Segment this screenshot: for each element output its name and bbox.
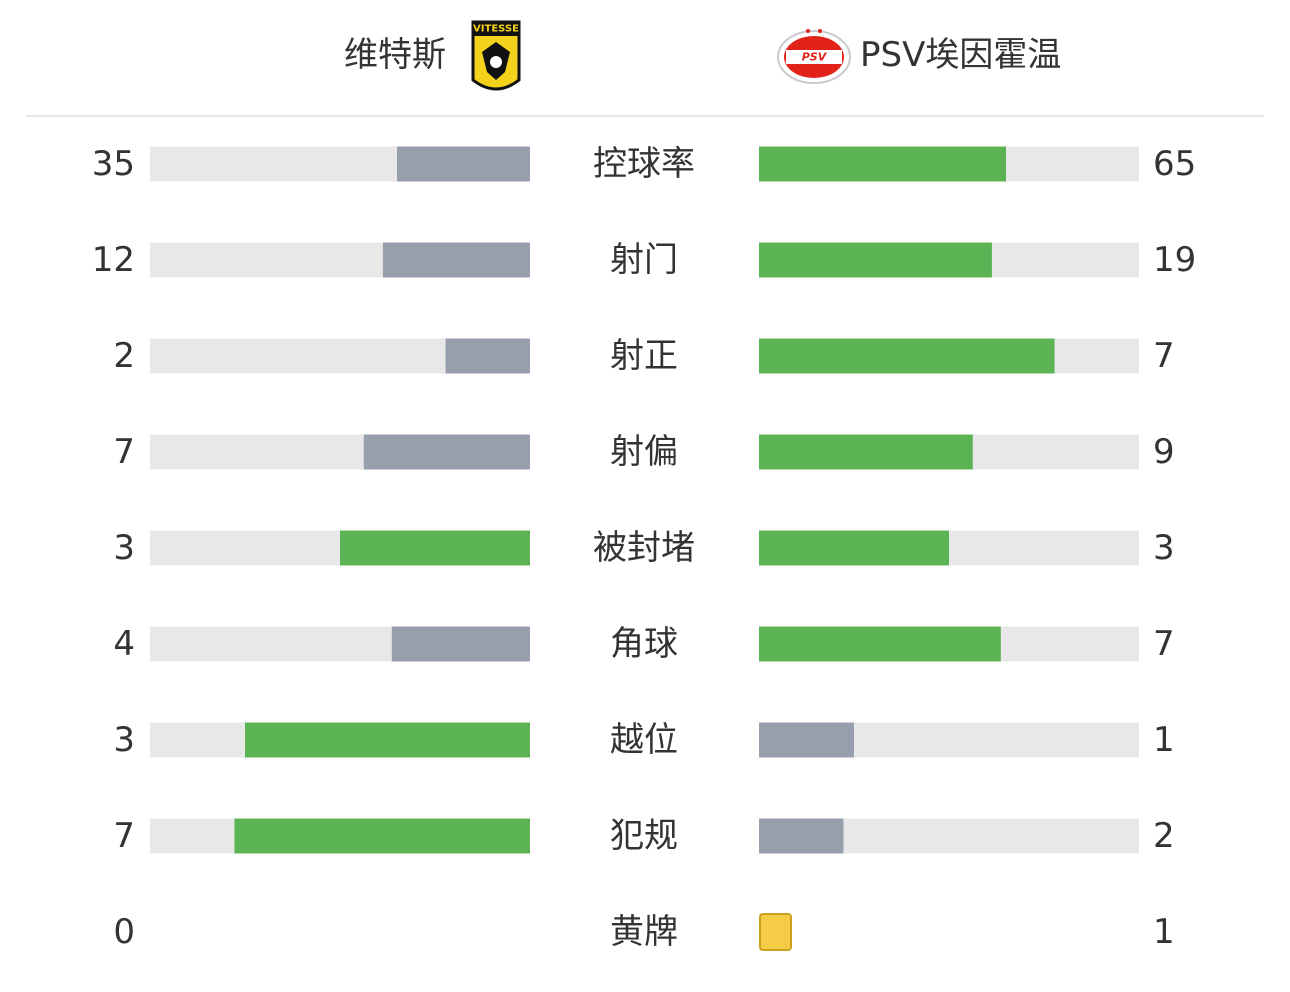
home-bar <box>445 338 530 374</box>
home-bar <box>340 530 530 566</box>
stat-label: 射偏 <box>610 432 678 472</box>
home-value: 12 <box>92 240 135 280</box>
home-bar <box>363 434 530 470</box>
stat-label: 越位 <box>610 720 678 760</box>
away-bar <box>759 722 854 758</box>
home-bar <box>397 146 530 182</box>
away-value: 65 <box>1153 144 1196 184</box>
away-bar <box>759 530 949 566</box>
away-value: 3 <box>1153 528 1175 568</box>
away-value: 7 <box>1153 624 1175 664</box>
stat-label: 角球 <box>610 624 678 664</box>
stat-label: 被封堵 <box>593 528 695 568</box>
home-value: 0 <box>113 912 135 952</box>
home-bar <box>234 818 530 854</box>
away-bar <box>759 242 992 278</box>
away-bar <box>759 434 973 470</box>
home-bar <box>391 626 530 662</box>
home-value: 2 <box>113 336 135 376</box>
away-value: 1 <box>1153 912 1175 952</box>
away-bar <box>759 146 1006 182</box>
away-bar <box>759 818 844 854</box>
home-value: 3 <box>113 528 135 568</box>
away-team-name: PSV埃因霍温 <box>860 35 1061 75</box>
home-value: 7 <box>113 432 135 472</box>
home-value: 7 <box>113 816 135 856</box>
away-bar <box>759 338 1055 374</box>
away-logo-text: PSV <box>802 51 828 64</box>
home-bar <box>382 242 530 278</box>
stat-label: 射门 <box>610 240 678 280</box>
home-value: 3 <box>113 720 135 760</box>
away-value: 2 <box>1153 816 1175 856</box>
home-bar <box>245 722 530 758</box>
away-value: 19 <box>1153 240 1196 280</box>
stat-label: 射正 <box>610 336 678 376</box>
away-value: 7 <box>1153 336 1175 376</box>
stat-label: 犯规 <box>610 816 678 856</box>
home-team-name: 维特斯 <box>344 35 446 75</box>
home-logo-text: VITESSE <box>473 24 519 35</box>
home-value: 4 <box>113 624 135 664</box>
away-yellow-card <box>759 913 792 951</box>
away-value: 1 <box>1153 720 1175 760</box>
away-logo: PSV <box>777 29 851 84</box>
stat-label: 黄牌 <box>610 912 678 952</box>
away-value: 9 <box>1153 432 1175 472</box>
away-bar <box>759 626 1001 662</box>
home-logo: VITESSE <box>471 20 521 91</box>
stat-label: 控球率 <box>593 144 695 184</box>
home-value: 35 <box>92 144 135 184</box>
